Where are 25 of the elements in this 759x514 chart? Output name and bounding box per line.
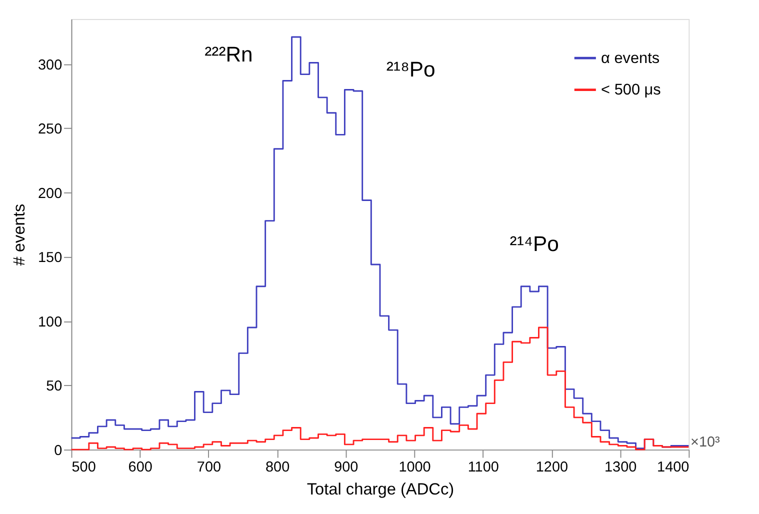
x-tick-label: 1200 (536, 459, 568, 476)
x-axis-title: Total charge (ADCc) (306, 480, 454, 498)
y-tick-label: 200 (38, 186, 62, 202)
annotation: ²¹⁴Po (510, 233, 559, 256)
y-tick-label: 0 (54, 442, 62, 459)
y-tick-label: 300 (38, 57, 62, 74)
y-axis-title: # events (10, 204, 29, 266)
legend-label: α events (601, 50, 660, 67)
x-tick-label: 600 (128, 459, 152, 476)
y-tick-label: 150 (38, 250, 62, 266)
x-tick-label: 800 (266, 459, 290, 476)
x-tick-label: 1300 (604, 459, 637, 476)
annotation: ²²²Rn (204, 44, 253, 67)
annotation: ²¹⁸Po (386, 58, 436, 82)
x-tick-label: 1400 (657, 459, 690, 476)
x-tick-label: 900 (334, 459, 358, 476)
x-tick-label: 1000 (398, 459, 431, 476)
x-tick-label: 1100 (468, 459, 499, 476)
y-tick-label: 50 (46, 378, 62, 395)
x-tick-label: 500 (72, 459, 96, 476)
y-tick-label: 100 (38, 314, 62, 330)
y-tick-label: 250 (38, 122, 62, 138)
legend-label: < 500 μs (601, 82, 662, 99)
text: ×10³ (690, 434, 720, 451)
x-tick-label: 700 (196, 459, 222, 476)
